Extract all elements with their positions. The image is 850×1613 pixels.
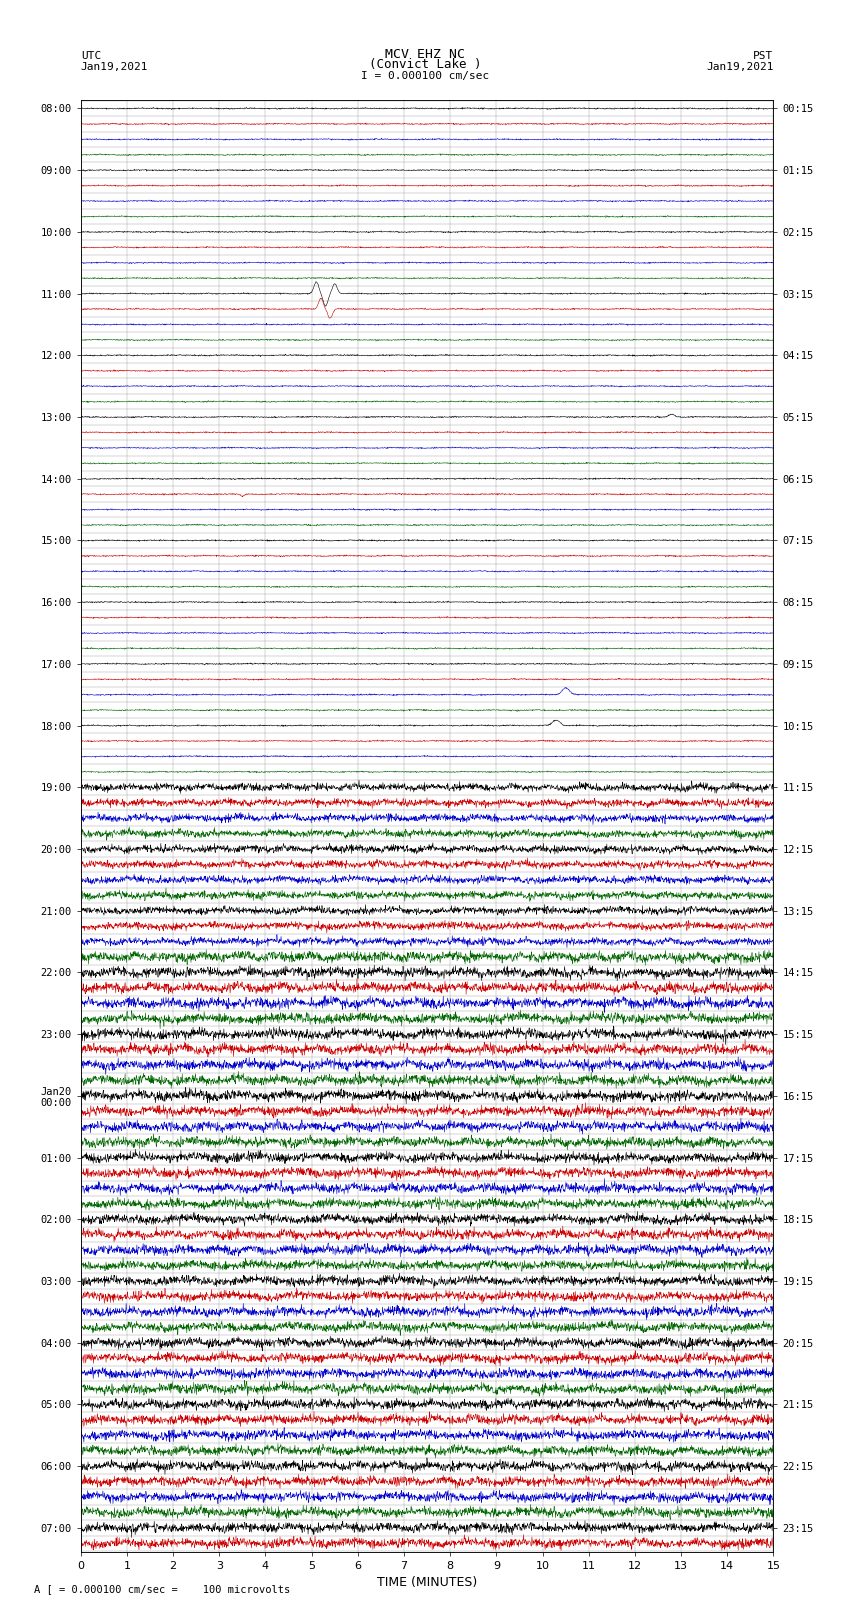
Text: I = 0.000100 cm/sec: I = 0.000100 cm/sec: [361, 71, 489, 81]
X-axis label: TIME (MINUTES): TIME (MINUTES): [377, 1576, 477, 1589]
Text: PST: PST: [753, 52, 774, 61]
Text: (Convict Lake ): (Convict Lake ): [369, 58, 481, 71]
Text: UTC: UTC: [81, 52, 101, 61]
Text: A [ = 0.000100 cm/sec =    100 microvolts: A [ = 0.000100 cm/sec = 100 microvolts: [34, 1584, 290, 1594]
Text: Jan19,2021: Jan19,2021: [81, 61, 148, 71]
Text: Jan19,2021: Jan19,2021: [706, 61, 774, 71]
Text: MCV EHZ NC: MCV EHZ NC: [385, 48, 465, 61]
